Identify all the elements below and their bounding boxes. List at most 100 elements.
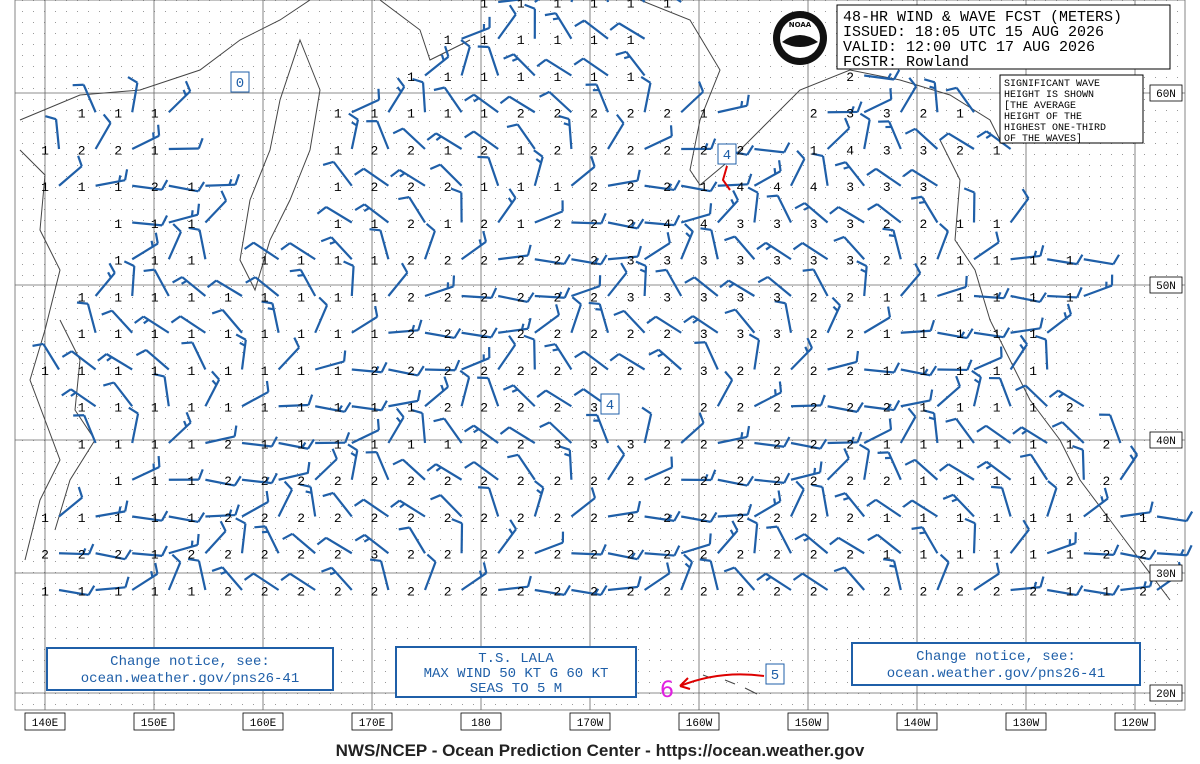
barb-feather xyxy=(609,22,620,31)
wind-barb xyxy=(172,276,207,297)
barb-feather xyxy=(985,133,992,139)
lon-label: 170E xyxy=(359,718,386,730)
barb-feather xyxy=(440,54,445,61)
barb-feather xyxy=(343,260,355,268)
barb-staff xyxy=(421,82,427,113)
wind-barb xyxy=(132,179,169,191)
wind-barb xyxy=(387,262,409,297)
barb-feather xyxy=(261,530,269,534)
barb-staff xyxy=(876,533,902,555)
barb-feather xyxy=(157,124,161,136)
wind-barb xyxy=(748,333,760,370)
barb-feather xyxy=(746,517,758,525)
barb-feather xyxy=(343,350,347,362)
wave-height: 2 xyxy=(517,364,525,379)
wave-height: 3 xyxy=(883,107,891,122)
barb-feather xyxy=(102,113,112,124)
wind-barb xyxy=(534,200,564,224)
wave-height: 2 xyxy=(590,511,598,526)
wave-height: 1 xyxy=(187,180,195,195)
barb-feather xyxy=(473,428,480,434)
wave-height: 1 xyxy=(883,290,891,305)
notice-left: Change notice, see: ocean.weather.gov/pn… xyxy=(46,647,334,691)
wave-height: 1 xyxy=(334,437,342,452)
wind-barb xyxy=(573,57,609,77)
wave-height: 1 xyxy=(151,254,159,269)
wind-barb xyxy=(204,370,221,407)
barb-feather xyxy=(181,341,193,345)
lon-label: 130W xyxy=(1013,718,1040,730)
wave-height: 2 xyxy=(517,327,525,342)
barb-staff xyxy=(790,441,821,450)
wind-barb xyxy=(170,315,207,334)
wave-height: 2 xyxy=(78,143,86,158)
coordinate-labels: 140E 150E 160E 170E 180 170W 160W 150W 140W 130W 1… xyxy=(24,84,1183,731)
barb-feather xyxy=(724,235,736,242)
wave-height: 2 xyxy=(810,107,818,122)
wind-barb xyxy=(347,443,359,480)
wave-height: 2 xyxy=(627,180,635,195)
wind-barb xyxy=(902,168,938,187)
barb-staff xyxy=(197,560,207,591)
wind-barb xyxy=(424,376,450,408)
barb-feather xyxy=(392,127,404,135)
wave-height: 2 xyxy=(627,327,635,342)
barb-staff xyxy=(167,231,182,260)
wave-height: 2 xyxy=(846,327,854,342)
barb-staff xyxy=(241,441,272,448)
barb-feather xyxy=(1019,343,1025,351)
barb-feather xyxy=(595,308,602,311)
wave-height: 2 xyxy=(810,474,818,489)
barb-feather xyxy=(564,452,571,457)
barb-staff xyxy=(1000,487,1012,517)
wave-height: 3 xyxy=(846,180,854,195)
wave-height: 2 xyxy=(480,290,488,305)
wave-height: 2 xyxy=(700,511,708,526)
wave-height: 1 xyxy=(334,290,342,305)
wind-barb xyxy=(388,365,425,377)
lon-label-box xyxy=(460,712,502,731)
wind-barb xyxy=(533,480,545,517)
barb-feather xyxy=(766,194,778,198)
wave-height: 2 xyxy=(846,474,854,489)
barb-staff xyxy=(643,572,671,591)
barb-feather xyxy=(536,389,547,398)
wave-height: 1 xyxy=(1029,437,1037,452)
wave-height: 1 xyxy=(297,327,305,342)
barb-feather xyxy=(995,231,1000,243)
wind-barb xyxy=(866,498,902,518)
wave-height: 1 xyxy=(590,0,598,11)
barb-feather xyxy=(197,181,206,192)
barb-feather xyxy=(648,348,660,356)
wind-barb xyxy=(412,77,427,113)
barb-feather xyxy=(757,275,769,284)
barb-feather xyxy=(673,214,681,226)
barb-staff xyxy=(1047,258,1077,266)
barb-feather xyxy=(641,406,652,415)
barb-feather xyxy=(502,384,514,391)
barb-staff xyxy=(863,98,892,114)
barb-feather xyxy=(206,279,217,289)
wave-height: 1 xyxy=(553,33,561,48)
barb-feather xyxy=(490,287,498,299)
storm-line: SEAS TO 5 M xyxy=(470,681,562,697)
barb-feather xyxy=(796,150,806,160)
wind-barb xyxy=(833,566,866,591)
wind-barb xyxy=(369,558,390,591)
barb-feather xyxy=(844,117,851,129)
barb-feather xyxy=(673,179,681,191)
wave-height: 1 xyxy=(151,107,159,122)
barb-feather xyxy=(639,268,647,274)
barb-feather xyxy=(887,403,892,410)
wave-height: 1 xyxy=(187,364,195,379)
barb-feather xyxy=(666,232,671,244)
barb-feather xyxy=(616,113,625,125)
barb-staff xyxy=(1047,294,1078,299)
barb-feather xyxy=(889,88,893,100)
wind-barb xyxy=(684,276,719,297)
wave-height: 3 xyxy=(773,217,781,232)
wind-barb xyxy=(1083,487,1109,518)
barb-feather xyxy=(843,447,850,459)
barb-staff xyxy=(1120,552,1151,561)
barb-staff xyxy=(95,586,126,592)
